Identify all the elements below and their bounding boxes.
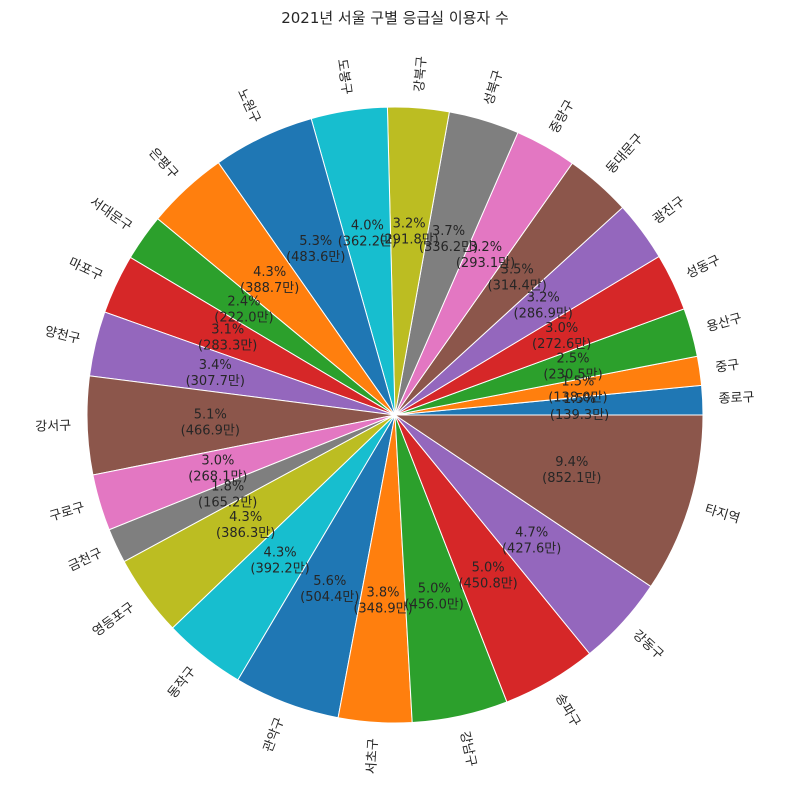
slice-value-label: 5.0% (450.8만) — [458, 561, 517, 592]
slice-category-label: 성동구 — [684, 253, 723, 282]
slice-value-label: 5.6% (504.4만) — [300, 574, 359, 605]
slice-value-label: 2.5% (230.5만) — [543, 351, 602, 382]
slice-value-label: 4.3% (388.7만) — [240, 265, 299, 296]
slice-category-label: 중구 — [715, 358, 741, 376]
slice-category-label: 성북구 — [482, 68, 507, 107]
slice-category-label: 서초구 — [364, 738, 381, 775]
slice-value-label: 1.5% (138.0만) — [548, 374, 607, 405]
slice-category-label: 동작구 — [165, 664, 199, 701]
slice-category-label: 강남구 — [456, 730, 478, 768]
slice-value-label: 3.0% (268.1만) — [188, 454, 247, 485]
slice-value-label: 5.1% (466.9만) — [181, 407, 240, 438]
slice-category-label: 도봉구 — [334, 58, 354, 96]
slice-value-label: 3.7% (336.2만) — [419, 224, 478, 255]
slice-category-label: 양천구 — [43, 324, 81, 347]
slice-category-label: 서대문구 — [87, 195, 135, 235]
slice-value-label: 3.1% (283.3만) — [198, 322, 257, 353]
slice-value-label: 4.7% (427.6만) — [502, 525, 561, 556]
slice-value-label: 3.2% (286.9만) — [514, 291, 573, 322]
slice-category-label: 강동구 — [630, 628, 667, 663]
slice-category-label: 관악구 — [261, 715, 288, 754]
slice-category-label: 동대문구 — [604, 131, 647, 177]
chart-title: 2021년 서울 구별 응급실 이용자 수 — [281, 9, 509, 27]
slice-category-label: 마포구 — [66, 255, 105, 284]
slice-value-label: 1.8% (165.2만) — [198, 480, 257, 511]
slice-value-label: 9.4% (852.1만) — [542, 455, 601, 486]
pie-slice — [393, 414, 704, 588]
slice-value-label: 5.3% (483.6만) — [286, 234, 345, 265]
slice-value-label: 3.0% (272.6만) — [532, 321, 591, 352]
slice-category-label: 광진구 — [650, 194, 688, 227]
slice-category-label: 금천구 — [66, 546, 105, 575]
slices-layer — [86, 106, 704, 724]
slice-value-label: 4.3% (392.2만) — [250, 546, 309, 577]
slice-value-label: 3.2% (293.1만) — [456, 240, 515, 271]
slice-value-label: 1.5% (139.3만) — [550, 392, 609, 423]
slice-category-label: 강서구 — [35, 419, 71, 435]
slice-value-label: 5.0% (456.0만) — [405, 582, 464, 613]
slice-value-label: 3.5% (314.4만) — [488, 262, 547, 293]
slice-value-label: 4.3% (386.3만) — [216, 510, 275, 541]
slice-category-label: 구로구 — [48, 500, 87, 525]
slice-category-label: 은평구 — [145, 145, 180, 182]
slice-category-label: 영등포구 — [90, 600, 138, 640]
slice-category-label: 종로구 — [718, 390, 755, 407]
slice-value-label: 2.4% (222.0만) — [214, 295, 273, 326]
slice-category-label: 송파구 — [552, 691, 583, 730]
slice-value-label: 3.4% (307.7만) — [186, 358, 245, 389]
slice-category-label: 용산구 — [705, 311, 744, 335]
slice-value-label: 4.0% (362.2만) — [338, 218, 397, 249]
slice-category-label: 타지역 — [703, 502, 742, 527]
slice-value-label: 3.2% (291.8만) — [379, 217, 438, 248]
slice-category-label: 중랑구 — [547, 98, 578, 137]
slice-value-label: 3.8% (348.9만) — [353, 585, 412, 616]
slice-category-label: 강북구 — [412, 56, 430, 93]
slice-category-label: 노원구 — [234, 87, 263, 126]
